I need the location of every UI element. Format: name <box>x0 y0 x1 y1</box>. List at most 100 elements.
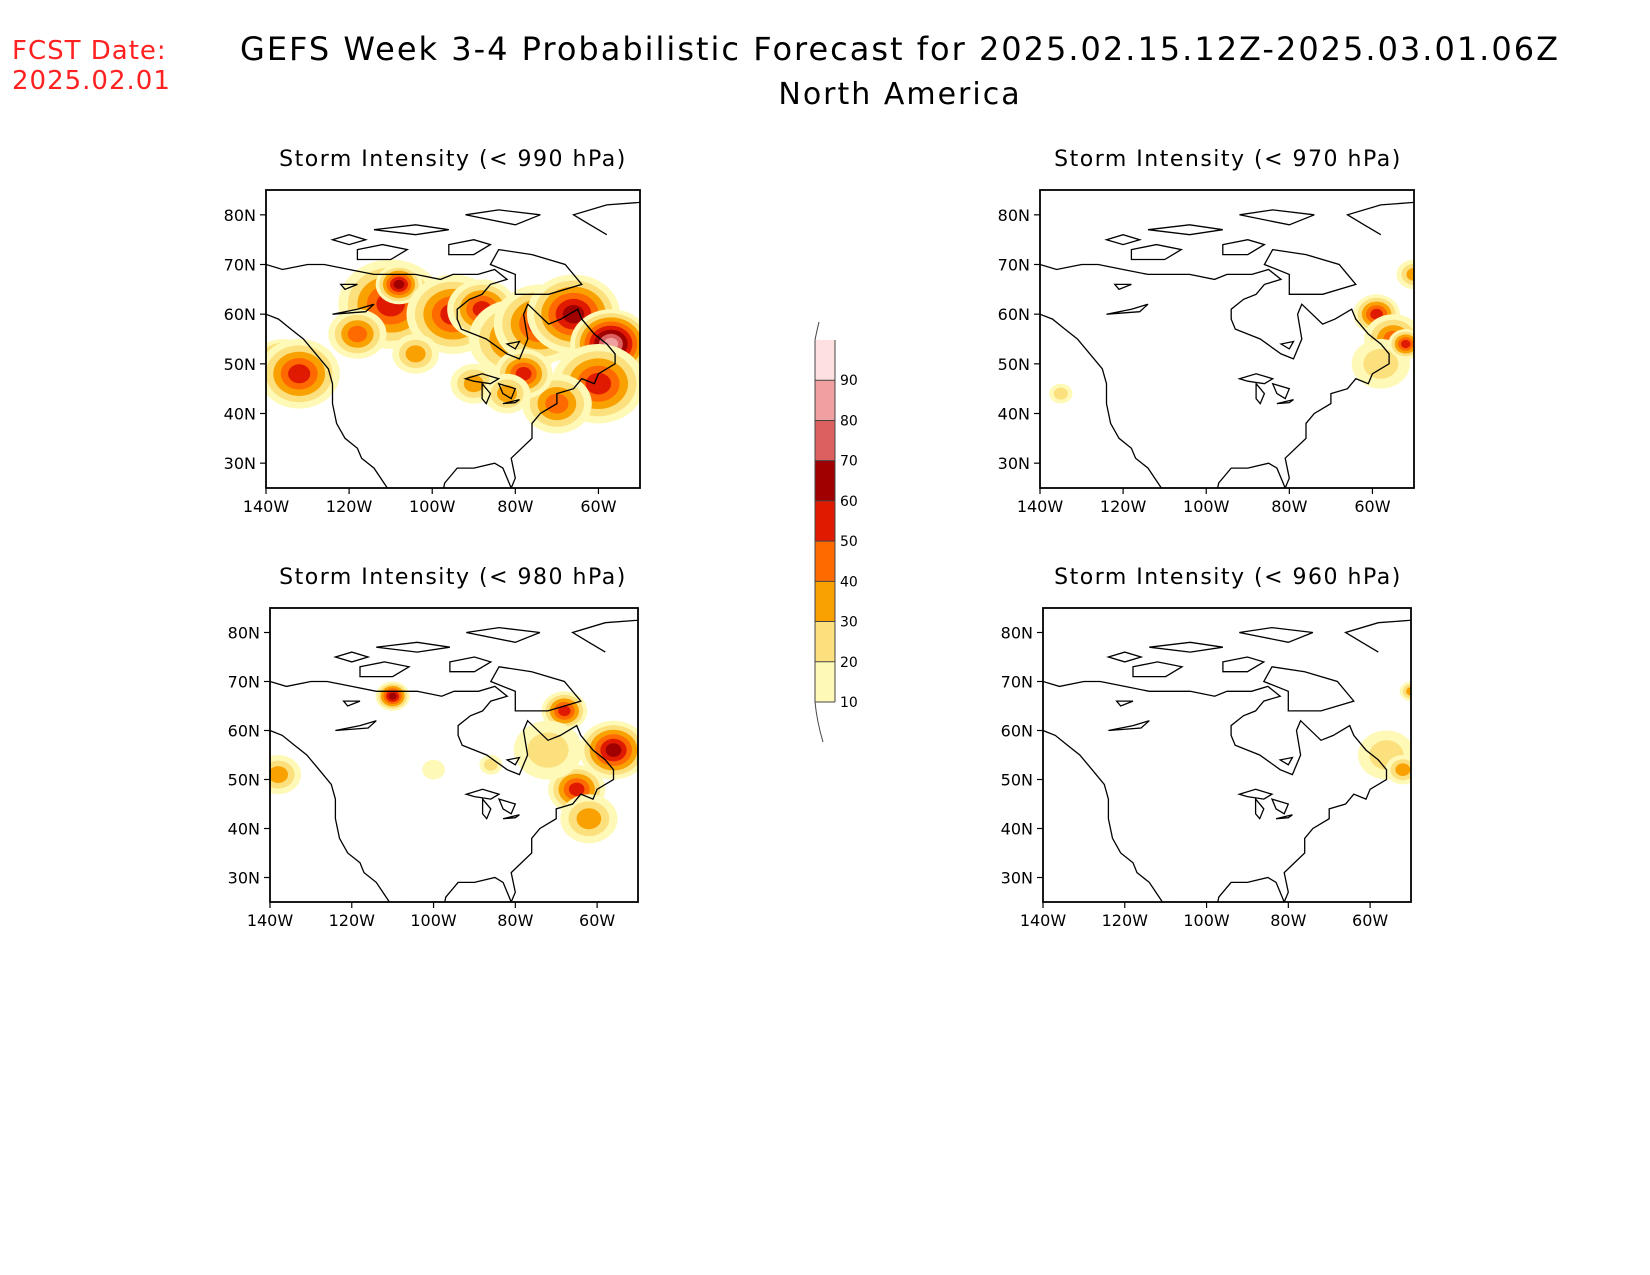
lon-tick-label: 60W <box>579 911 615 930</box>
coastline-island <box>1147 224 1223 236</box>
shade-level-6 <box>605 743 622 757</box>
lat-tick-label: 80N <box>228 624 260 643</box>
colorbar-swatch <box>815 420 835 461</box>
shade-level-5 <box>1370 308 1383 320</box>
colorbar-bottom-cap <box>814 701 824 743</box>
colorbar-outline <box>814 340 836 702</box>
coastline-island <box>333 651 371 663</box>
coastline-island <box>449 656 493 673</box>
page-title: GEFS Week 3-4 Probabilistic Forecast for… <box>240 30 1560 68</box>
coastlines <box>270 619 638 902</box>
colorbar-label: 30 <box>840 615 858 631</box>
colorbar-swatch <box>815 340 835 381</box>
lon-tick-label: 80W <box>1270 911 1306 930</box>
map-frame <box>265 189 641 489</box>
lon-tick-label: 100W <box>1183 497 1230 516</box>
coastline-greenland <box>571 201 640 236</box>
colorbar-swatch <box>815 661 835 702</box>
coastlines <box>1040 201 1414 488</box>
colorbar-label: 80 <box>840 413 858 429</box>
lon-tick-label: 120W <box>326 497 373 516</box>
lake-outline <box>1275 814 1293 820</box>
lon-tick-label: 80W <box>497 497 533 516</box>
probability-shading <box>266 259 640 434</box>
lat-tick-label: 30N <box>224 454 256 473</box>
lat-tick-label: 70N <box>1001 673 1033 692</box>
lon-tick-label: 80W <box>1271 497 1307 516</box>
lat-tick-label: 30N <box>1001 869 1033 888</box>
lake-outline <box>502 814 520 820</box>
shade-level-5 <box>288 364 311 384</box>
coastline-mainland <box>1043 680 1388 902</box>
coastline-island <box>1263 248 1357 295</box>
lake-outline <box>339 283 358 291</box>
shade-level-3 <box>405 345 426 363</box>
lat-tick-label: 30N <box>228 869 260 888</box>
fcst-date-value: 2025.02.01 <box>12 66 171 96</box>
lat-tick-label: 80N <box>1001 624 1033 643</box>
coastline-island <box>1222 239 1267 256</box>
lon-tick-label: 60W <box>1352 911 1388 930</box>
coastline-island <box>359 661 411 678</box>
lat-tick-label: 60N <box>1001 722 1033 741</box>
lake-outline <box>1115 700 1134 707</box>
lat-tick-label: 70N <box>228 673 260 692</box>
coastline-island <box>376 641 450 653</box>
shade-level-1 <box>422 759 445 780</box>
lat-tick-label: 80N <box>998 206 1030 225</box>
colorbar-label: 70 <box>840 454 858 470</box>
lat-tick-label: 30N <box>998 454 1030 473</box>
lat-tick-label: 40N <box>1001 820 1033 839</box>
coastline-island <box>448 239 493 256</box>
coastline-greenland <box>1344 619 1411 653</box>
lon-tick-label: 120W <box>1100 497 1147 516</box>
shade-level-2 <box>483 758 498 771</box>
lat-tick-label: 60N <box>998 305 1030 324</box>
coastline-island <box>1239 209 1315 226</box>
lake-outline <box>1276 398 1294 405</box>
shade-level-6 <box>562 305 585 324</box>
colorbar-top-cap <box>814 321 820 341</box>
coastline-island <box>330 234 368 246</box>
coastline-island <box>1262 666 1355 712</box>
colorbar-label: 50 <box>840 534 858 550</box>
lake-outline <box>1108 720 1150 732</box>
lake-outline <box>497 382 517 400</box>
colorbar-swatch <box>815 621 835 662</box>
coastlines <box>1043 619 1411 902</box>
coastline-island <box>466 626 541 643</box>
panel-title: Storm Intensity (< 970 hPa) <box>1054 147 1402 172</box>
colorbar-label: 60 <box>840 494 858 510</box>
lat-tick-label: 80N <box>224 206 256 225</box>
map-panel-p980: Storm Intensity (< 980 hPa) 140W 120W 100W 8… <box>228 565 639 930</box>
lat-tick-label: 40N <box>224 405 256 424</box>
shade-level-5 <box>1400 339 1411 349</box>
map-panel-p960: Storm Intensity (< 960 hPa) 140W 120W 100W 8… <box>1001 565 1412 930</box>
fcst-date-label: FCST Date: 2025.02.01 <box>12 36 171 96</box>
lake-outline <box>464 788 501 800</box>
lon-tick-label: 60W <box>580 497 616 516</box>
coastline-island <box>505 756 521 766</box>
coastlines <box>266 201 640 488</box>
lat-tick-label: 50N <box>998 355 1030 374</box>
lake-outline <box>481 381 492 405</box>
map-panel-p970: Storm Intensity (< 970 hPa) 140W 120W 100W 8… <box>998 147 1415 516</box>
probability-shading <box>1357 681 1411 785</box>
probability-shading <box>1049 259 1414 404</box>
map-frame <box>1039 189 1415 489</box>
shade-level-5 <box>568 782 585 796</box>
coastline-greenland <box>571 619 638 653</box>
coastline-island <box>1278 756 1294 766</box>
lon-tick-label: 140W <box>243 497 290 516</box>
lake-outline <box>335 720 377 732</box>
lake-outline <box>1237 373 1275 385</box>
page-subtitle: North America <box>778 77 1022 112</box>
coastline-island <box>1106 651 1144 663</box>
lat-tick-label: 60N <box>228 722 260 741</box>
coastline-mainland <box>266 263 616 488</box>
lon-tick-label: 100W <box>409 497 456 516</box>
panel-title: Storm Intensity (< 980 hPa) <box>279 565 627 590</box>
lat-tick-label: 70N <box>224 256 256 275</box>
lake-outline <box>342 700 361 707</box>
lon-tick-label: 80W <box>497 911 533 930</box>
